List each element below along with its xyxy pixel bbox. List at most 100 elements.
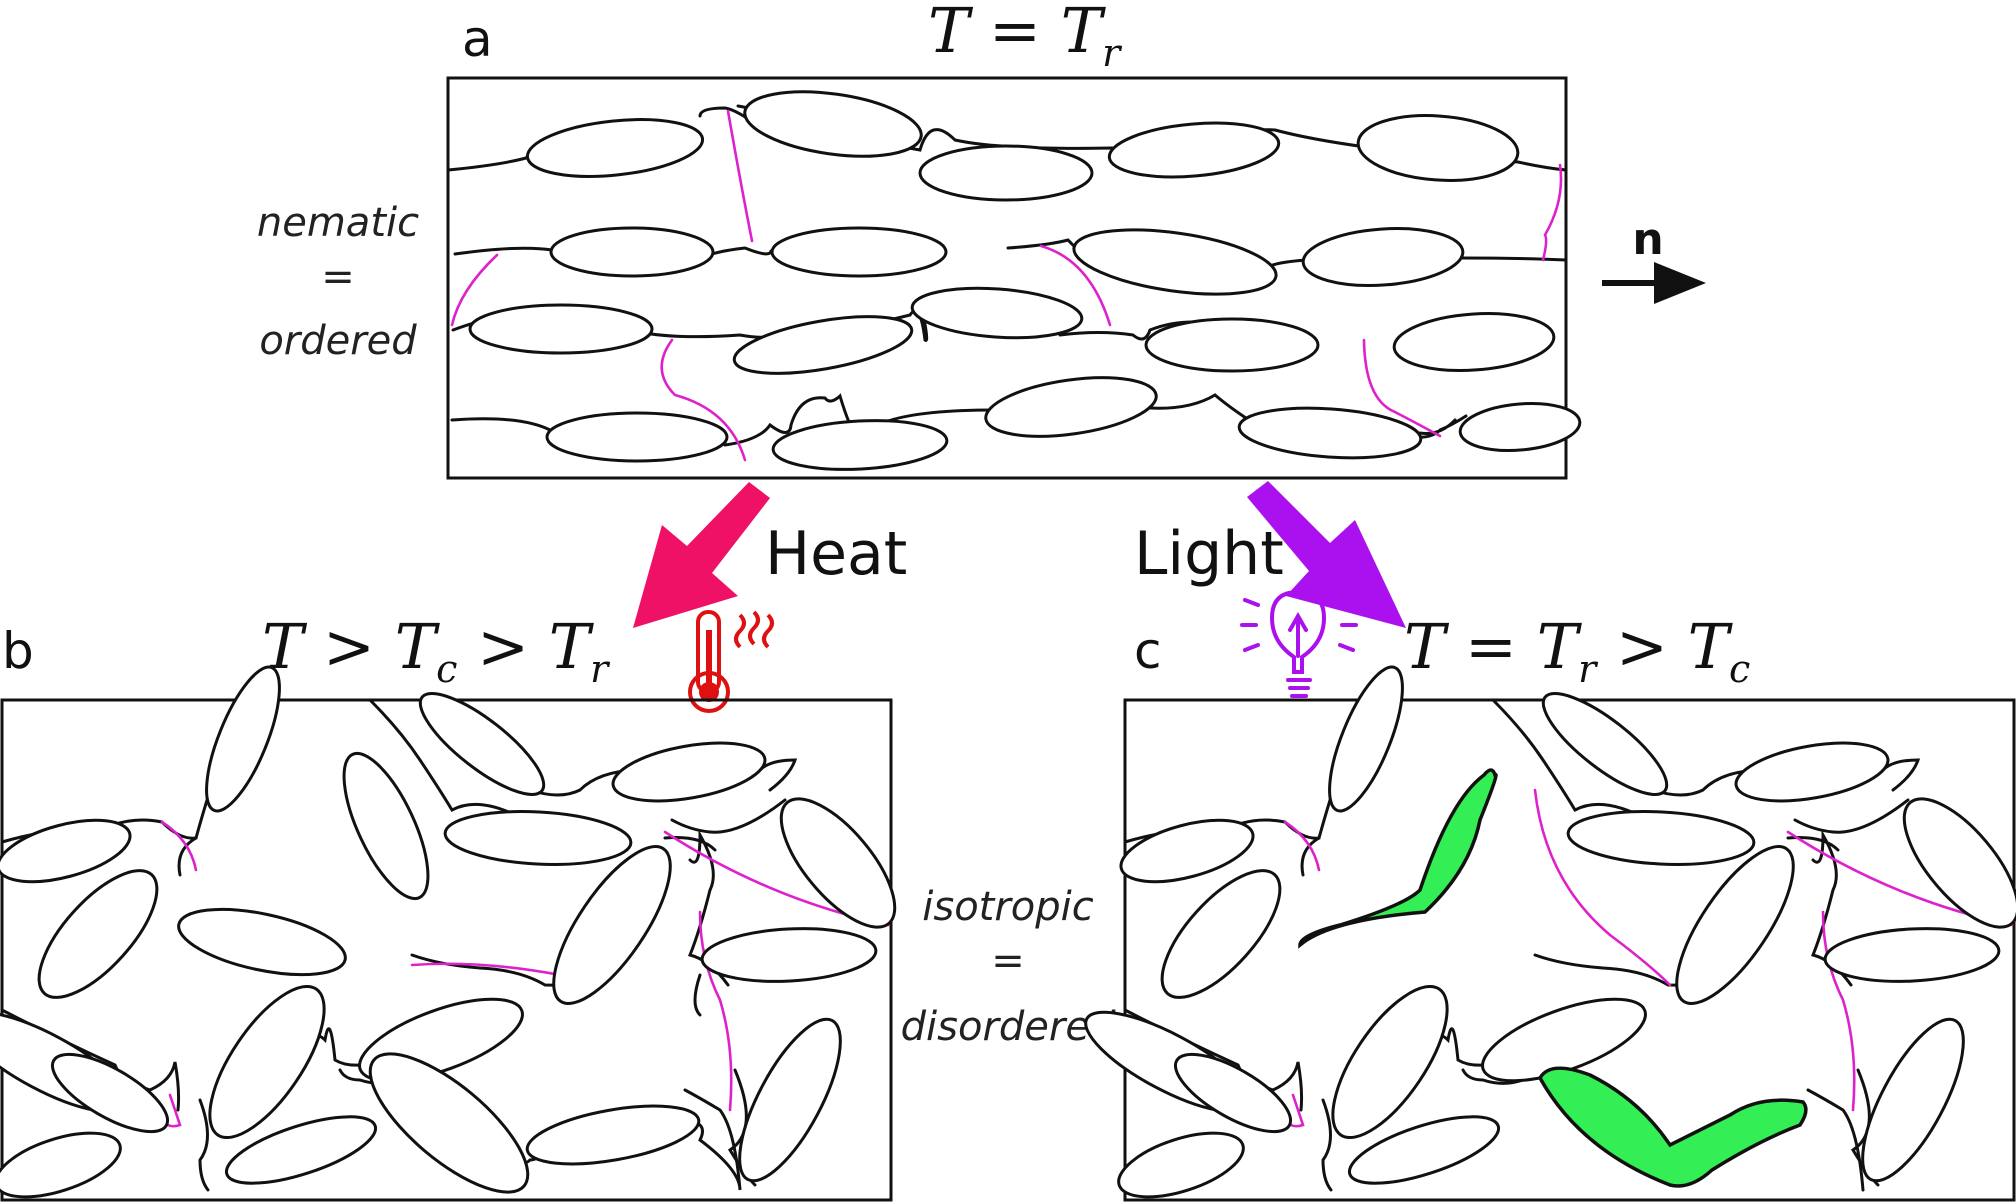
- mesogen: [177, 907, 347, 977]
- mesogen: [468, 303, 654, 355]
- mesogen: [224, 1115, 378, 1185]
- mesogen: [1347, 1115, 1501, 1185]
- director-arrow: n: [1602, 214, 1706, 304]
- mesogen: [37, 869, 159, 999]
- heat-arrow: Heat: [633, 482, 907, 628]
- backbone-chain: [1123, 698, 1365, 844]
- mesogen: [525, 118, 705, 178]
- svg-text:=: =: [321, 254, 355, 300]
- mesogen: [910, 286, 1084, 340]
- svg-text:ordered: ordered: [259, 318, 417, 364]
- mesogen: [208, 984, 326, 1140]
- thermometer-icon: [688, 610, 774, 713]
- panel-c-condition: T = Tr > Tc: [1404, 610, 1750, 691]
- panel-a-mesogens: [468, 90, 1582, 471]
- mesogen: [779, 797, 897, 929]
- backbone-chain: [453, 238, 1568, 273]
- mesogen: [1823, 927, 2001, 983]
- mesogen: [1117, 1131, 1245, 1199]
- crosslink: [1821, 910, 1856, 1112]
- mesogen: [342, 751, 430, 901]
- panel-b-letter: b: [2, 622, 34, 680]
- mesogen: [700, 927, 878, 983]
- crosslink: [1283, 820, 1321, 872]
- mesogen: [1356, 114, 1520, 182]
- mesogen: [984, 376, 1158, 438]
- panel-b: b T > Tc > Tr: [0, 610, 897, 1202]
- svg-text:nematic: nematic: [257, 200, 419, 246]
- mesogen: [1675, 845, 1795, 1005]
- panel-c: c T = Tr > Tc: [1084, 589, 2016, 1202]
- crosslink: [698, 910, 733, 1112]
- panel-c-mesogens: [1084, 665, 2016, 1199]
- light-arrow-label: Light: [1134, 519, 1284, 589]
- mesogen: [1144, 317, 1320, 373]
- panel-a-crosslinks: [450, 109, 1563, 462]
- mesogen: [443, 810, 633, 866]
- mesogen: [0, 818, 132, 884]
- heat-arrow-label: Heat: [765, 519, 907, 589]
- panel-b-condition: T > Tc > Tr: [262, 610, 611, 691]
- mesogen: [771, 419, 949, 471]
- mesogen: [1160, 869, 1282, 999]
- mesogen: [611, 741, 767, 803]
- mesogen: [918, 144, 1094, 202]
- mesogen: [1734, 741, 1890, 803]
- light-arrow: Light: [1134, 481, 1406, 628]
- backbone-chain: [177, 698, 527, 877]
- mesogen: [1902, 797, 2016, 929]
- panel-a-condition: T = Tr: [928, 0, 1123, 75]
- mesogen: [1301, 227, 1465, 287]
- crosslink: [410, 962, 562, 977]
- crosslink: [1533, 788, 1672, 987]
- panel-a: a T = Tr nematic = ordered: [257, 0, 1706, 480]
- crosslink: [1541, 163, 1563, 262]
- mesogen: [205, 665, 281, 813]
- mesogen: [418, 692, 546, 796]
- mesogen: [50, 1052, 170, 1134]
- mesogen: [1458, 401, 1582, 453]
- backbone-chain: [1300, 698, 1650, 877]
- mesogen: [1072, 228, 1278, 296]
- light-bulb-icon: [1240, 589, 1358, 698]
- svg-text:=: =: [991, 938, 1025, 984]
- panel-a-frame: [446, 76, 1568, 480]
- mesogen: [738, 1017, 842, 1183]
- mesogen: [1107, 121, 1281, 179]
- mesogen: [1119, 818, 1255, 884]
- crosslink: [1362, 338, 1442, 438]
- mesogen: [1481, 997, 1647, 1083]
- crosslink: [160, 820, 198, 872]
- panel-c-letter: c: [1134, 622, 1162, 680]
- crosslink: [1039, 244, 1112, 327]
- mesogen: [1541, 692, 1669, 796]
- mesogen: [1566, 810, 1756, 866]
- mesogen: [1173, 1052, 1293, 1134]
- svg-text:isotropic: isotropic: [922, 884, 1094, 930]
- director-label: n: [1632, 214, 1663, 265]
- mesogen: [1861, 1017, 1965, 1183]
- crosslink: [726, 109, 754, 243]
- bent-mesogen: [1537, 1066, 1808, 1188]
- mesogen: [1237, 406, 1423, 460]
- bent-mesogen: [1298, 768, 1498, 949]
- mesogen: [545, 411, 729, 463]
- panel-a-letter: a: [462, 10, 493, 68]
- mesogen: [368, 1052, 530, 1194]
- mesogen: [525, 1104, 701, 1166]
- crosslink: [660, 338, 747, 462]
- mesogen: [1328, 665, 1404, 813]
- svg-text:disordered: disordered: [901, 1004, 1116, 1050]
- panel-a-side-label: nematic = ordered: [257, 200, 419, 364]
- mesogen: [743, 90, 923, 158]
- mesogen: [549, 226, 715, 278]
- panel-b-mesogens: [0, 665, 897, 1199]
- backbone-chain: [0, 698, 242, 844]
- mesogen: [770, 226, 948, 278]
- mesogen: [1392, 312, 1556, 372]
- mesogen: [552, 845, 672, 1005]
- mesogen: [1331, 984, 1449, 1140]
- middle-state-label: isotropic = disordered: [901, 884, 1116, 1050]
- mesogen: [732, 315, 914, 375]
